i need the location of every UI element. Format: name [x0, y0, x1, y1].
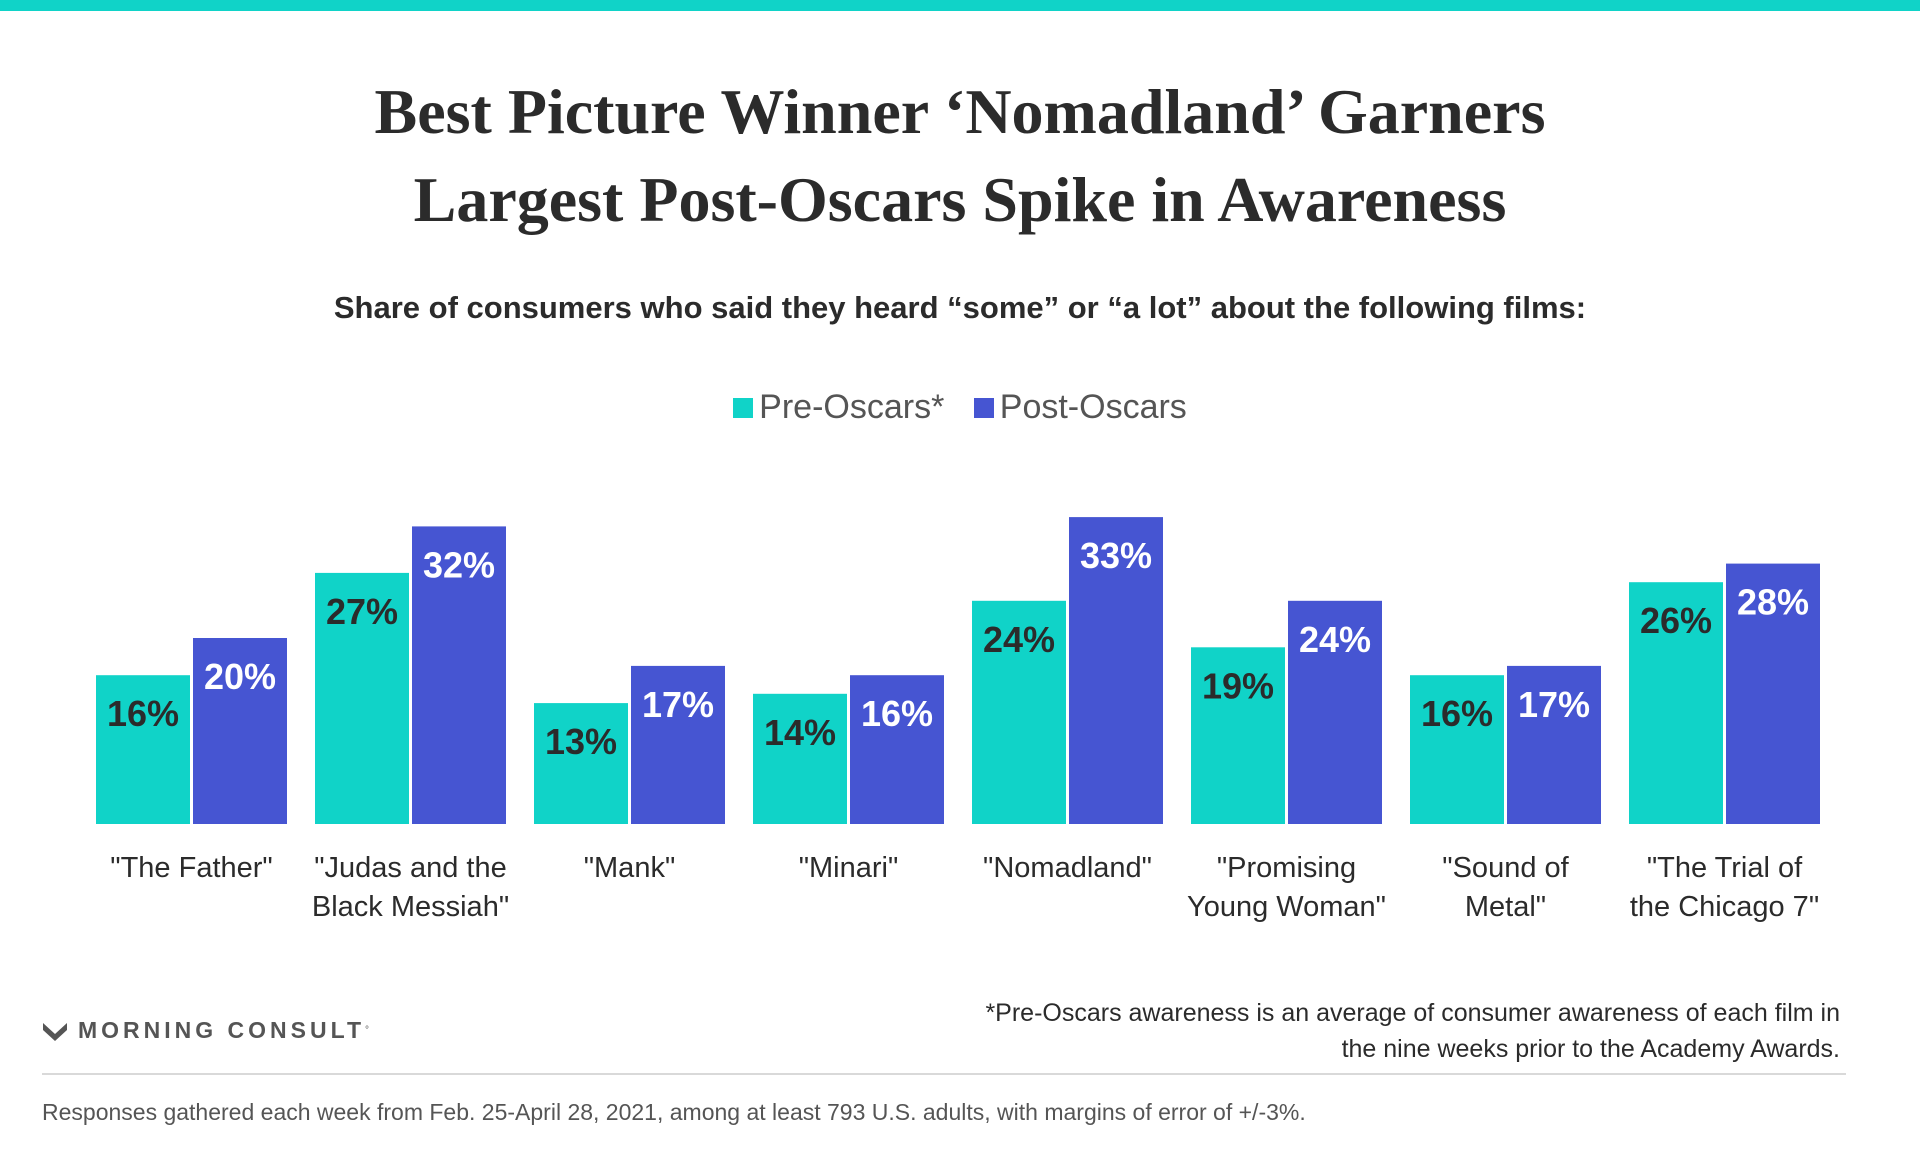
bar-pre-3	[753, 693, 847, 824]
category-label-3: "Minari"	[799, 852, 899, 884]
data-label-pre-0: 16%	[107, 693, 179, 734]
data-label-pre-7: 26%	[1640, 600, 1712, 641]
logo-trademark: °	[365, 1025, 370, 1036]
bar-post-6	[1507, 665, 1601, 824]
bar-pre-2	[534, 703, 628, 824]
footnote-line-1: *Pre-Oscars awareness is an average of c…	[985, 999, 1840, 1027]
category-label-1: "Judas and the Black Messiah"	[312, 852, 509, 923]
legend-swatch-post	[973, 398, 994, 418]
chart-title-line-2: Largest Post-Oscars Spike in Awareness	[413, 164, 1507, 235]
data-label-post-5: 24%	[1299, 619, 1371, 660]
bar-chart: 16% 20% "The Father" 27% 32% "Judas and the Bl…	[96, 517, 1820, 923]
data-label-pre-2: 13%	[545, 721, 617, 762]
data-label-post-3: 16%	[861, 693, 933, 734]
footnote: *Pre-Oscars awareness is an average of c…	[840, 995, 1840, 1067]
bar-post-2	[631, 665, 725, 824]
category-label-2: "Mank"	[584, 852, 676, 884]
footnote-line-2: the nine weeks prior to the Academy Awar…	[1341, 1035, 1840, 1063]
data-label-post-1: 32%	[423, 544, 495, 585]
logo-text: MORNING CONSULT	[78, 1017, 366, 1043]
morning-consult-m-icon	[43, 1022, 67, 1041]
legend-label-post: Post-Oscars	[999, 388, 1187, 426]
chart-subtitle: Share of consumers who said they heard “…	[333, 290, 1587, 325]
bar-post-4	[1069, 517, 1163, 824]
bar-pre-7	[1629, 582, 1723, 824]
data-label-post-6: 17%	[1518, 684, 1590, 725]
bar-pre-0	[96, 675, 190, 824]
data-label-pre-1: 27%	[326, 591, 398, 632]
bar-post-1	[412, 526, 506, 824]
morning-consult-logo: MORNING CONSULT °	[42, 1017, 369, 1044]
category-label-5: "Promising Young Woman"	[1187, 852, 1386, 923]
top-accent-bar	[0, 0, 1920, 11]
bar-post-5	[1288, 600, 1382, 824]
data-label-pre-4: 24%	[983, 619, 1055, 660]
category-label-4: "Nomadland"	[983, 852, 1152, 884]
data-label-pre-6: 16%	[1421, 693, 1493, 734]
bar-pre-6	[1410, 675, 1504, 824]
data-label-post-4: 33%	[1080, 535, 1152, 576]
category-label-7: "The Trial of the Chicago 7"	[1630, 852, 1819, 923]
category-label-6: "Sound of Metal"	[1442, 852, 1569, 923]
legend-item-pre: Pre-Oscars*	[733, 388, 944, 427]
bar-post-7	[1726, 563, 1820, 824]
category-label-0: "The Father"	[110, 852, 272, 884]
bar-pre-1	[315, 572, 409, 824]
footer-divider	[42, 1073, 1846, 1075]
legend-item-post: Post-Oscars	[973, 388, 1187, 427]
legend: Pre-Oscars* Post-Oscars	[0, 388, 1920, 427]
bar-post-0	[193, 638, 287, 824]
bar-pre-5	[1191, 647, 1285, 824]
data-label-post-7: 28%	[1737, 582, 1809, 623]
chart-title: Best Picture Winner ‘Nomadland’ Garners …	[0, 68, 1920, 244]
chart-title-line-1: Best Picture Winner ‘Nomadland’ Garners	[374, 76, 1546, 147]
data-label-post-0: 20%	[204, 656, 276, 697]
bar-pre-4	[972, 600, 1066, 824]
bar-post-3	[850, 675, 944, 824]
legend-swatch-pre	[733, 398, 754, 418]
legend-label-pre: Pre-Oscars*	[759, 388, 945, 426]
data-label-post-2: 17%	[642, 684, 714, 725]
source-note: Responses gathered each week from Feb. 2…	[42, 1099, 1306, 1125]
data-label-pre-5: 19%	[1202, 665, 1274, 706]
data-label-pre-3: 14%	[764, 712, 836, 753]
